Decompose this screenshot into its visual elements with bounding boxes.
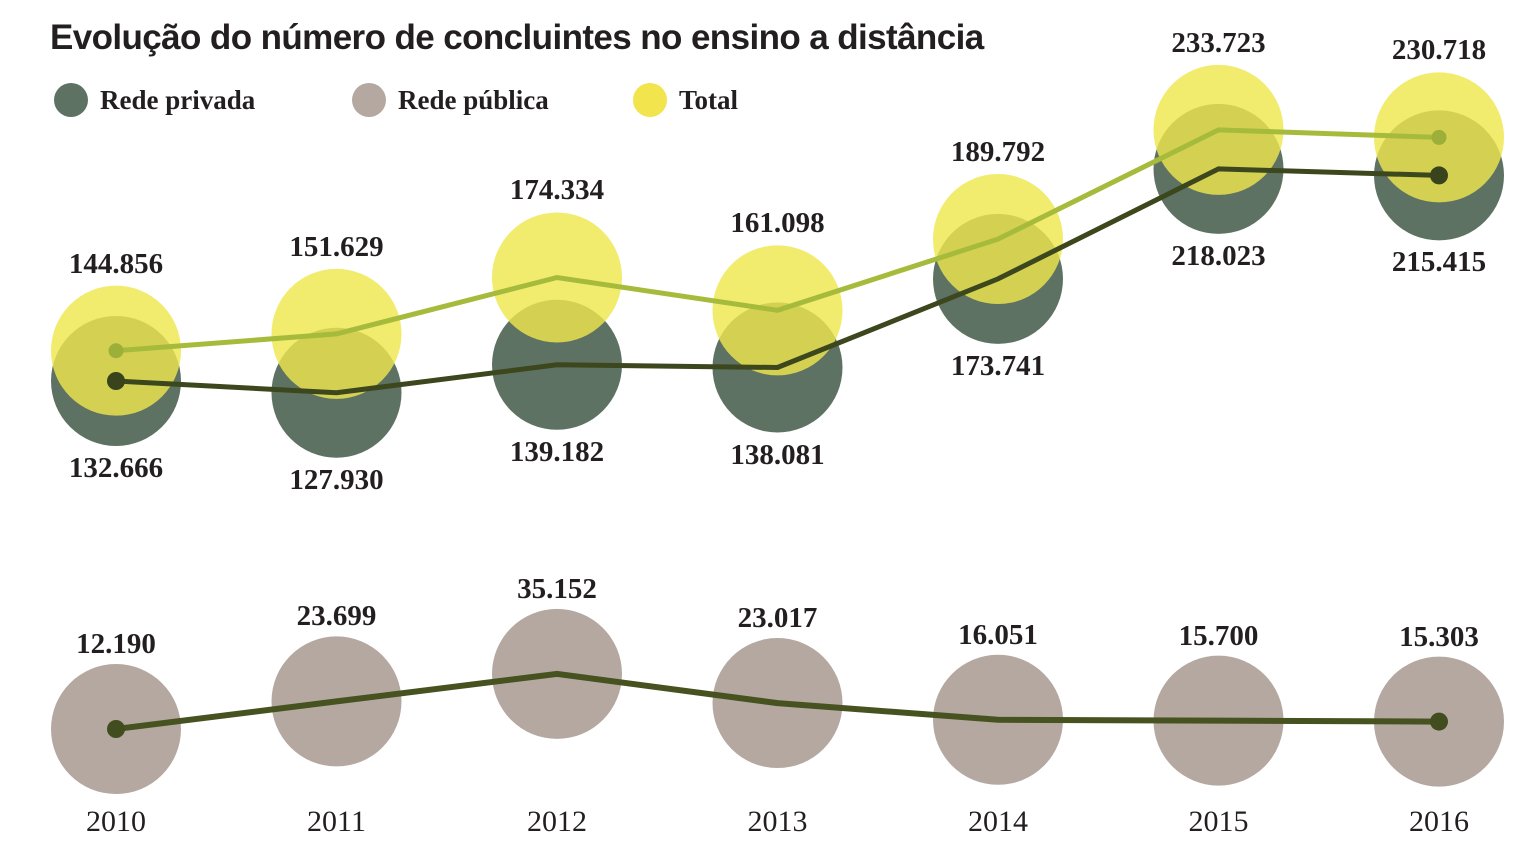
dot-rede-privada-2010: [107, 372, 125, 390]
line-rede-privada: [115, 166, 1440, 396]
dot-total-2016: [1431, 129, 1447, 145]
legend-item-rede-privada: Rede privada: [54, 83, 255, 117]
dot-rede-privada-2016: [1430, 166, 1448, 185]
legend-label-rede-privada: Rede privada: [100, 84, 256, 115]
dot-total-2010: [108, 343, 124, 359]
legend-item-rede-publica: Rede pública: [352, 83, 549, 117]
line-rede-publica: [115, 670, 1440, 732]
legend-item-total: Total: [633, 83, 738, 117]
legend-label-rede-publica: Rede pública: [398, 84, 549, 115]
legend-swatch-rede-privada-icon: [54, 83, 88, 117]
legend-swatch-total-icon: [633, 83, 667, 117]
legend-label-total: Total: [679, 84, 739, 115]
chart-title: Evolução do número de concluintes no ens…: [50, 18, 984, 57]
dot-rede-pública-2010: [107, 720, 125, 738]
line-total: [115, 127, 1440, 354]
legend-swatch-rede-publica-icon: [352, 83, 386, 117]
dot-rede-pública-2016: [1430, 712, 1448, 731]
